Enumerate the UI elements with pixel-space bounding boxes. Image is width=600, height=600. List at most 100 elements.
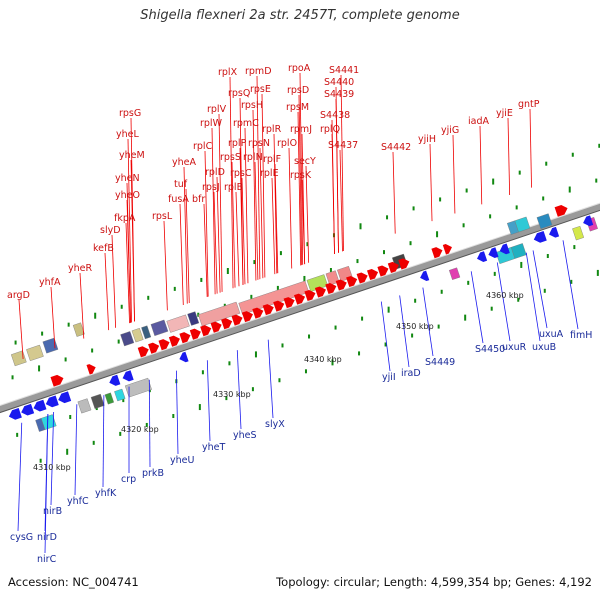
leader-line (267, 339, 274, 419)
tick-mark (251, 387, 254, 392)
label-leader-lines (17, 72, 579, 554)
forward-gene-arrow (367, 268, 379, 281)
tick-mark (279, 251, 282, 256)
leader-line (231, 161, 236, 288)
gene-label-fimH: fimH (570, 330, 592, 341)
gene-label-argD: argD (7, 290, 30, 301)
forward-gene-arrow (252, 307, 264, 319)
leader-line (216, 176, 221, 293)
tick-mark (200, 277, 203, 282)
gene-block (26, 344, 44, 362)
reverse-gene-arrow (549, 226, 560, 238)
gene-label-S4437: S4437 (328, 140, 358, 151)
tick-mark (91, 348, 94, 353)
scale-label: 4340 kbp (304, 355, 342, 364)
forward-gene-arrow (158, 339, 170, 351)
tick-mark (411, 333, 414, 338)
leader-line (244, 127, 249, 284)
reverse-gene-arrow (533, 231, 547, 243)
gene-label-tuf: tuf (174, 179, 188, 190)
forward-gene-arrow (86, 364, 96, 375)
leader-line (339, 149, 343, 252)
scale-labels: 4310 kbp 4320 kbp 4330 kbp 4340 kbp 4350 kbp… (33, 291, 524, 472)
scale-label: 4310 kbp (33, 463, 71, 472)
tick-mark (250, 294, 253, 299)
tick-mark (145, 422, 148, 427)
gene-label-uxuR: uxuR (502, 342, 527, 353)
gene-label-yheT: yheT (202, 442, 225, 453)
tick-mark (64, 357, 67, 362)
reverse-gene-arrow (499, 243, 510, 255)
gene-label-yjiH: yjiH (418, 134, 436, 145)
forward-gene-arrow (283, 297, 295, 309)
tick-mark (598, 143, 600, 148)
leader-line (340, 74, 344, 252)
leader-line (163, 220, 168, 311)
tick-mark (304, 369, 307, 374)
tick-mark (94, 312, 97, 319)
tick-mark (462, 223, 465, 228)
leader-line (305, 165, 310, 263)
gene-label-iraD: iraD (401, 368, 421, 379)
leader-line (204, 150, 209, 297)
leader-line (148, 379, 151, 468)
tick-mark (253, 260, 256, 265)
tick-mark (571, 152, 574, 157)
gene-label-yjiE: yjiE (496, 108, 513, 119)
gene-label-S4439: S4439 (324, 89, 354, 100)
scale-label: 4360 kbp (486, 291, 524, 300)
forward-gene-arrow (442, 244, 452, 255)
leader-line (429, 143, 433, 222)
gene-label-yhfC: yhfC (67, 496, 89, 507)
forward-gene-arrow (221, 318, 233, 330)
gene-label-nirC: nirC (37, 554, 57, 565)
gene-block (514, 216, 531, 233)
tick-mark (276, 285, 279, 290)
forward-gene-arrow (294, 293, 306, 305)
tick-mark (384, 342, 387, 347)
gene-label-yheS: yheS (233, 430, 257, 441)
leader-line (331, 119, 335, 255)
forward-gene-arrow (210, 321, 222, 333)
gene-label-S4450: S4450 (475, 344, 505, 355)
forward-gene-arrow (325, 282, 337, 295)
leader-line (380, 301, 391, 372)
forward-gene-arrow (168, 335, 180, 347)
gene-label-S4441: S4441 (329, 65, 359, 76)
forward-gene-arrow (273, 300, 285, 312)
leader-line (18, 299, 24, 360)
forward-gene-arrow (179, 332, 191, 344)
gene-label-secY: secY (294, 156, 316, 167)
tick-mark (409, 241, 412, 246)
gene-block (572, 225, 585, 241)
gene-label-yjiG: yjiG (441, 125, 459, 136)
leader-line (111, 234, 117, 328)
tick-mark (515, 205, 518, 210)
forward-gene-arrow (50, 374, 64, 387)
leader-line (525, 252, 541, 342)
leader-line (299, 72, 304, 265)
gene-label-bfr: bfr (192, 194, 205, 205)
reverse-gene-arrow (583, 215, 594, 227)
scale-label: 4320 kbp (121, 425, 159, 434)
leader-line (261, 93, 266, 278)
leader-line (236, 350, 242, 430)
forward-gene-arrow (314, 286, 326, 298)
gene-label-yheO: yheO (115, 190, 140, 201)
gene-block (35, 418, 46, 432)
leader-line (335, 86, 339, 253)
leader-line (256, 75, 261, 280)
tick-mark (120, 304, 123, 309)
tick-mark (518, 170, 521, 175)
gene-label-fusA: fusA (168, 194, 189, 205)
tick-mark (331, 359, 334, 366)
leader-line (130, 117, 135, 322)
leader-line (206, 360, 211, 442)
tick-mark (543, 288, 546, 293)
gene-label-rpsS: rpsS (220, 152, 241, 163)
gene-label-rpmD: rpmD (245, 66, 272, 77)
gene-label-rpsE: rpsE (250, 84, 271, 95)
leader-line (203, 203, 208, 297)
